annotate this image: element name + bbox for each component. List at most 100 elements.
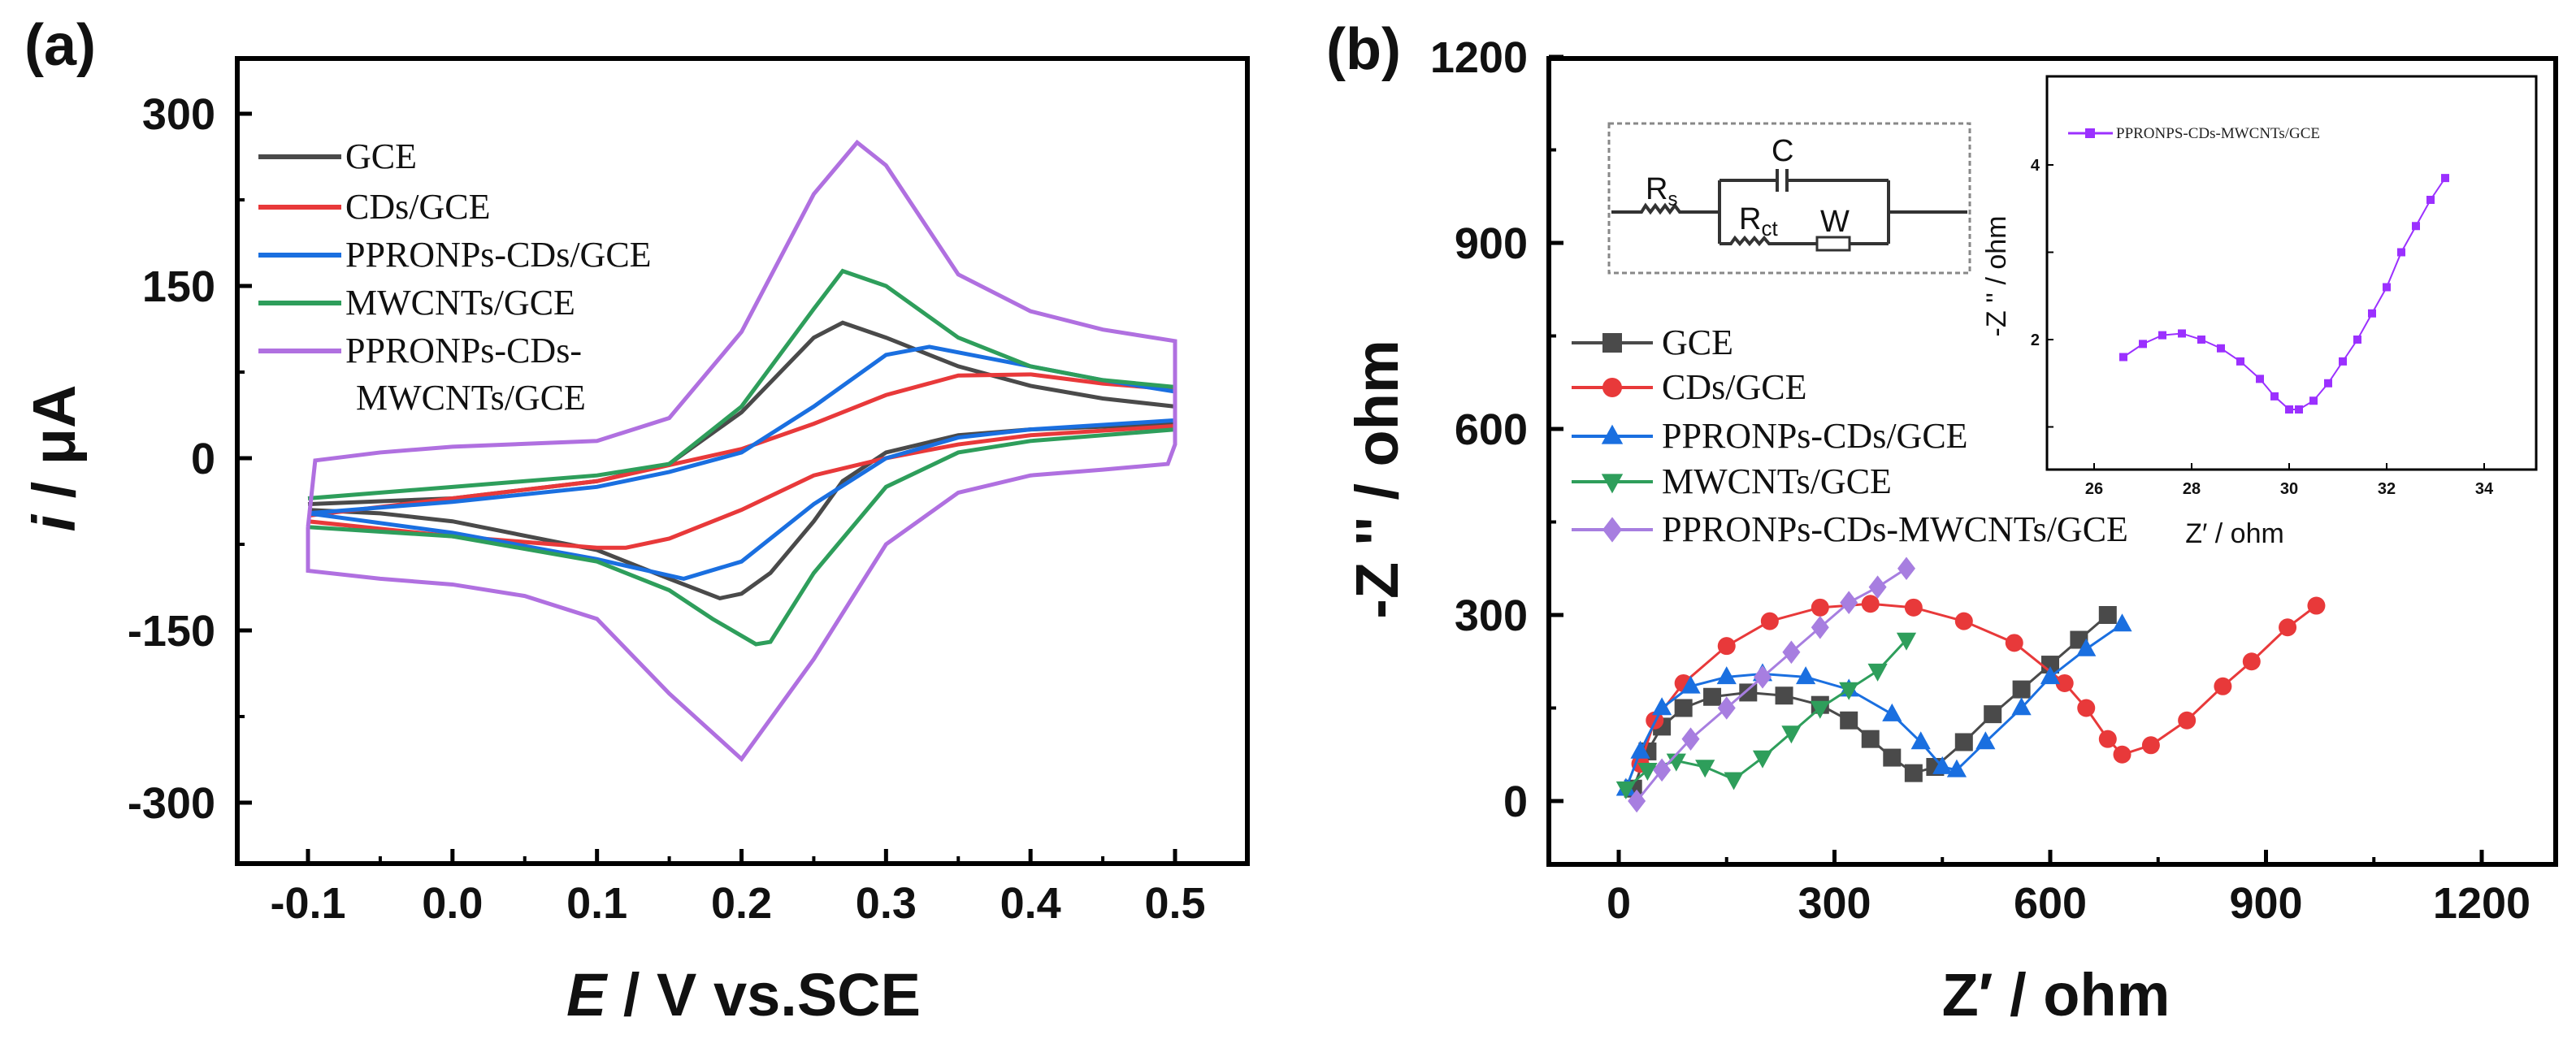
legend-marker: [1601, 424, 1624, 444]
panel-a-axes: -0.1 0.0 0.1 0.2 0.3 0.4 0.5 300 150 0 -150 -300: [128, 90, 1206, 928]
y-tick-label: 0: [1503, 777, 1528, 826]
nyquist-series-1: [1631, 595, 2326, 773]
circuit-label-c: C: [1772, 134, 1793, 168]
circuit-label-w: W: [1820, 205, 1850, 239]
data-point: [2178, 329, 2186, 338]
legend-item: PPRONPs-CDs-MWCNTs/GCE: [1572, 509, 2128, 549]
x-tick-label: 34: [2475, 480, 2494, 498]
data-point: [1840, 711, 1858, 730]
circuit-label-rct: Rct: [1739, 202, 1778, 240]
data-point: [1867, 663, 1888, 682]
x-tick-label: 0.1: [566, 879, 627, 928]
data-point: [2217, 344, 2225, 353]
y-tick-label: 900: [1455, 219, 1528, 268]
data-point: [2141, 736, 2160, 755]
legend-item: PPRONPs-CDs/GCE: [1572, 416, 1968, 456]
legend-item: CDs/GCE: [258, 187, 490, 227]
nyquist-series-4: [1628, 556, 1915, 813]
data-point: [1839, 682, 1859, 700]
data-point: [1752, 750, 1773, 769]
legend-item: CDs/GCE: [1572, 367, 1806, 407]
data-point: [1883, 748, 1902, 767]
data-point: [1716, 666, 1737, 685]
x-tick-label: 1200: [2433, 879, 2530, 928]
data-point: [2256, 375, 2264, 383]
inset-plot-area: [2119, 174, 2449, 414]
data-point: [1910, 731, 1931, 750]
legend-label: CDs/GCE: [345, 187, 490, 227]
data-point: [2098, 606, 2117, 624]
data-point: [1674, 699, 1693, 717]
circuit-label-rs: Rs: [1646, 172, 1677, 210]
data-point: [2139, 340, 2147, 349]
legend-marker: [2085, 128, 2095, 138]
data-point: [1739, 683, 1758, 702]
data-point: [2112, 613, 2132, 632]
data-point: [1781, 725, 1802, 744]
data-point: [1868, 575, 1887, 599]
panel-a-y-axis-title: i / μA: [20, 385, 88, 532]
data-point: [2426, 196, 2435, 204]
data-point: [1810, 700, 1830, 719]
cv-curve-series-4: [306, 139, 1177, 763]
data-point: [2353, 336, 2361, 344]
data-point: [2397, 248, 2405, 257]
data-point: [2178, 711, 2197, 730]
legend-item: MWCNTs/GCE: [1572, 461, 1892, 501]
data-point: [2285, 405, 2293, 414]
data-point: [1637, 763, 1658, 782]
x-axis-unit: / V vs.SCE: [606, 961, 921, 1029]
data-point: [2236, 357, 2244, 366]
data-point: [1946, 759, 1967, 777]
x-tick-label: 300: [1798, 879, 1871, 928]
y-tick-label: 300: [142, 90, 215, 139]
legend-label: PPRONPs-CDs/GCE: [1662, 416, 1968, 456]
legend-label: PPRONPs-CDs-MWCNTs/GCE: [1662, 509, 2128, 549]
data-point: [1717, 696, 1736, 720]
inset-axes: 26 28 30 32 34 2 4: [2031, 157, 2494, 498]
x-tick-label: 0.0: [422, 879, 483, 928]
data-point: [2279, 618, 2297, 637]
x-tick-label: 0.5: [1144, 879, 1205, 928]
panel-b-legend: GCE CDs/GCE PPRONPs-CDs/GCE MWCNTs/GCE PPRON…: [1572, 323, 2128, 549]
inset-x-axis-title: Z′ / ohm: [2185, 518, 2284, 549]
data-point: [2040, 666, 2061, 685]
data-point: [2113, 745, 2131, 764]
data-point: [1882, 703, 1902, 721]
data-point: [2309, 396, 2318, 405]
panel-a-plot-area: [306, 139, 1177, 763]
data-point: [1904, 598, 1923, 617]
panel-a-cv-chart: (a) -0.1 0.0 0.1 0.2 0.3 0.4 0.5 300 150 0 -150 -30…: [20, 13, 1250, 1029]
data-point: [2441, 174, 2449, 183]
legend-item: MWCNTs/GCE: [258, 283, 575, 323]
data-point: [1681, 727, 1700, 751]
legend-label: GCE: [1662, 323, 1733, 362]
x-tick-label: 900: [2229, 879, 2302, 928]
legend-label-line2: MWCNTs/GCE: [356, 378, 586, 418]
panel-a-label: (a): [24, 13, 96, 78]
data-point: [2077, 699, 2096, 717]
data-point: [1840, 591, 1858, 615]
data-point: [1775, 686, 1793, 705]
data-point: [2368, 309, 2376, 318]
data-point: [2383, 283, 2391, 292]
inset-legend: PPRONPS-CDs-MWCNTs/GCE: [2068, 125, 2320, 142]
data-point: [1652, 697, 1672, 716]
x-tick-label: 32: [2378, 480, 2396, 498]
data-point: [1954, 733, 1973, 751]
data-point: [2339, 357, 2347, 366]
data-point: [1861, 595, 1880, 613]
x-tick-label: 0.3: [856, 879, 917, 928]
y-axis-variable: i: [20, 513, 88, 531]
data-point: [1653, 758, 1672, 782]
x-axis-variable: E: [566, 961, 609, 1029]
y-tick-label: 300: [1455, 591, 1528, 640]
data-point: [2055, 673, 2074, 692]
x-tick-label: 26: [2085, 480, 2103, 498]
legend-label: GCE: [345, 136, 417, 176]
y-tick-label: -300: [128, 779, 215, 828]
circuit-wires: [1611, 169, 1967, 247]
data-point: [1984, 705, 2002, 724]
y-tick-label: 2: [2031, 331, 2040, 349]
